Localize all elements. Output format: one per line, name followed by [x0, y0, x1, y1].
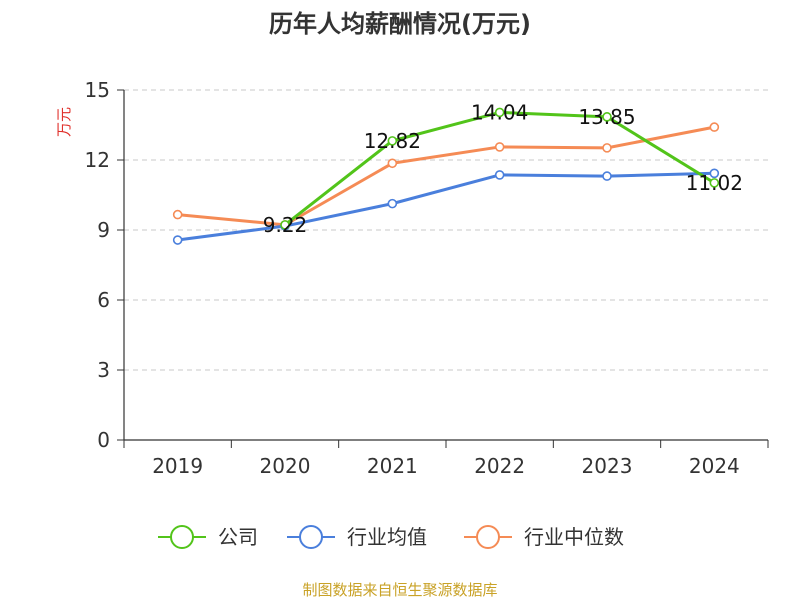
series-lines	[172, 107, 720, 245]
x-tick-label: 2022	[474, 454, 525, 478]
data-point	[387, 198, 398, 209]
axes	[117, 89, 769, 448]
data-point	[494, 142, 505, 152]
data-point	[387, 136, 398, 146]
series-0	[280, 107, 720, 230]
y-tick-labels: 0 3 6 9 12 15	[85, 78, 110, 452]
x-tick-label: 2020	[260, 454, 311, 478]
legend-item-2[interactable]: 行业中位数	[464, 525, 624, 549]
series-2	[172, 122, 720, 230]
legend-item-0[interactable]: 公司	[158, 525, 258, 549]
data-point	[709, 178, 720, 188]
grid-lines	[124, 89, 768, 371]
y-tick-label: 0	[97, 428, 110, 452]
data-label: 9.22	[263, 213, 308, 237]
x-tick-label: 2023	[582, 454, 633, 478]
data-label: 12.82	[364, 129, 421, 153]
y-tick-label: 6	[97, 288, 110, 312]
legend-label: 行业中位数	[524, 525, 624, 549]
data-label: 14.04	[471, 100, 528, 124]
data-point	[172, 235, 183, 245]
source-note: 制图数据来自恒生聚源数据库	[302, 581, 497, 599]
legend-label: 行业均值	[347, 525, 427, 549]
series-line	[284, 110, 716, 227]
series-line	[177, 171, 715, 242]
legend-marker	[299, 525, 323, 549]
x-tick-label: 2024	[689, 454, 740, 478]
data-point	[709, 122, 720, 132]
legend-item-1[interactable]: 行业均值	[287, 525, 427, 549]
legend-marker	[476, 525, 500, 549]
x-tick-label: 2021	[367, 454, 418, 478]
y-tick-label: 12	[85, 148, 110, 172]
data-point	[602, 171, 612, 181]
data-point	[494, 170, 505, 180]
y-tick-label: 15	[85, 78, 110, 102]
chart-title: 历年人均薪酬情况(万元)	[269, 10, 531, 38]
data-point	[494, 107, 505, 118]
data-point	[387, 158, 398, 169]
data-label: 13.85	[578, 105, 635, 129]
data-point	[602, 143, 612, 153]
data-point	[602, 112, 612, 122]
x-tick-labels: 2019 2020 2021 2022 2023 2024	[152, 454, 740, 478]
series-line	[177, 125, 715, 227]
legend[interactable]: 公司 行业均值 行业中位数	[158, 525, 624, 549]
y-axis-label: 万元	[55, 107, 73, 137]
legend-label: 公司	[218, 525, 258, 549]
data-label: 11.02	[686, 171, 743, 195]
legend-marker	[170, 525, 194, 549]
data-point	[280, 220, 290, 230]
x-tick-label: 2019	[152, 454, 203, 478]
data-labels: 9.22 12.82 14.04 13.85 11.02	[263, 100, 743, 236]
series-1	[172, 168, 720, 245]
y-tick-label: 3	[97, 358, 110, 382]
y-tick-label: 9	[97, 218, 110, 242]
data-point	[709, 168, 720, 179]
data-point	[172, 209, 183, 220]
